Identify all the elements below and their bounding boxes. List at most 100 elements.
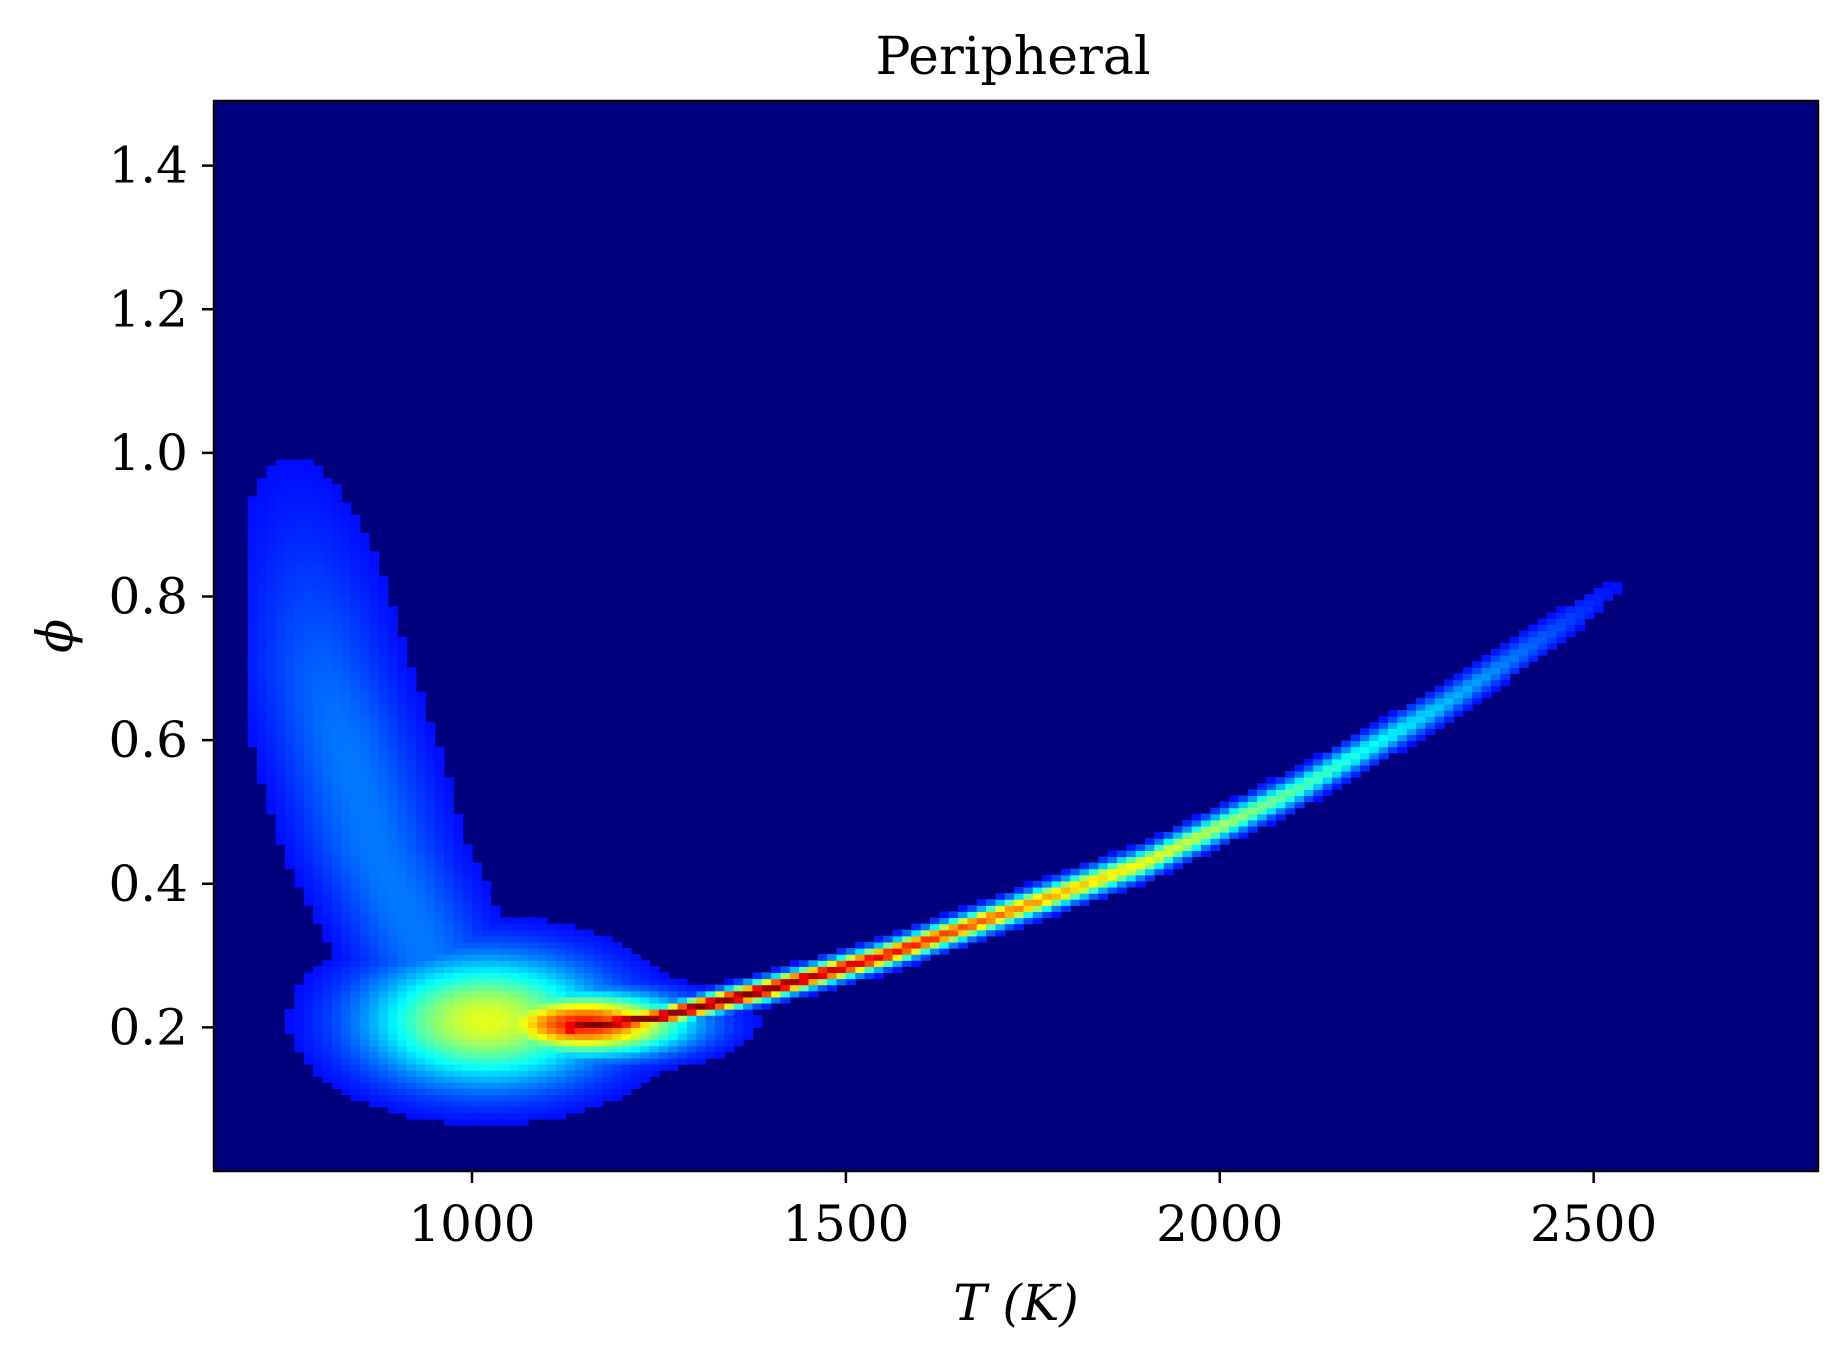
- heatmap-cell: [387, 679, 398, 687]
- heatmap-cell: [397, 642, 408, 650]
- heatmap-cell: [453, 905, 464, 912]
- heatmap-cell: [266, 758, 277, 766]
- heatmap-cell: [387, 905, 398, 912]
- heatmap-cell: [443, 862, 454, 870]
- heatmap-cell: [976, 929, 987, 937]
- heatmap-cell: [817, 954, 828, 961]
- heatmap-cell: [453, 874, 464, 882]
- heatmap-cell: [275, 691, 286, 699]
- heatmap-cell: [406, 935, 417, 943]
- heatmap-cell: [668, 1051, 679, 1059]
- heatmap-cell: [481, 935, 492, 943]
- heatmap-cell: [565, 1039, 576, 1047]
- heatmap-cell: [602, 1021, 613, 1028]
- heatmap-cell: [546, 1070, 557, 1077]
- heatmap-cell: [397, 825, 408, 833]
- heatmap-cell: [724, 996, 735, 1004]
- heatmap-cell: [406, 673, 417, 681]
- heatmap-cell: [359, 612, 370, 619]
- heatmap-cell: [415, 752, 426, 760]
- heatmap-cell: [322, 685, 333, 693]
- heatmap-cell: [1546, 612, 1557, 619]
- heatmap-cell: [378, 722, 389, 729]
- heatmap-cell: [630, 1082, 641, 1090]
- heatmap-cell: [1173, 844, 1183, 851]
- heatmap-cell: [518, 1094, 529, 1102]
- heatmap-cell: [275, 618, 286, 626]
- heatmap-cell: [677, 1021, 688, 1028]
- heatmap-cell: [715, 1051, 725, 1059]
- heatmap-cell: [490, 1106, 501, 1114]
- heatmap-cell: [341, 691, 352, 699]
- heatmap-cell: [331, 771, 342, 778]
- heatmap-cell: [1219, 832, 1230, 839]
- heatmap-cell: [443, 917, 454, 925]
- heatmap-cell: [434, 862, 445, 870]
- heatmap-cell: [406, 752, 417, 760]
- heatmap-cell: [668, 1057, 679, 1065]
- heatmap-cell: [471, 893, 482, 900]
- heatmap-cell: [341, 716, 352, 723]
- heatmap-cell: [425, 783, 436, 790]
- heatmap-cell: [462, 868, 473, 876]
- heatmap-cell: [434, 966, 445, 974]
- heatmap-cell: [556, 923, 567, 931]
- heatmap-cell: [621, 1015, 632, 1022]
- heatmap-cell: [275, 563, 286, 571]
- heatmap-cell: [266, 764, 277, 772]
- heatmap-cell: [528, 935, 539, 943]
- heatmap-cell: [322, 1076, 333, 1083]
- heatmap-cell: [490, 1027, 501, 1035]
- heatmap-cell: [1201, 850, 1212, 858]
- heatmap-cell: [397, 1051, 408, 1059]
- heatmap-cell: [593, 1070, 604, 1077]
- heatmap-cell: [1322, 771, 1333, 778]
- heatmap-cell: [341, 1045, 352, 1053]
- heatmap-cell: [443, 819, 454, 827]
- heatmap-cell: [443, 844, 454, 851]
- heatmap-cell: [285, 795, 295, 803]
- heatmap-cell: [266, 600, 277, 607]
- heatmap-cell: [387, 844, 398, 851]
- heatmap-cell: [1285, 795, 1296, 803]
- heatmap-cell: [285, 618, 295, 626]
- heatmap-cell: [1116, 856, 1127, 864]
- heatmap-cell: [285, 807, 295, 815]
- heatmap-cell: [425, 941, 436, 949]
- heatmap-cell: [247, 569, 258, 577]
- heatmap-cell: [313, 514, 324, 522]
- heatmap-cell: [378, 880, 389, 888]
- heatmap-cell: [434, 948, 445, 955]
- heatmap-cell: [1434, 716, 1445, 723]
- heatmap-cell: [453, 880, 464, 888]
- heatmap-cell: [761, 996, 772, 1004]
- heatmap-cell: [546, 1033, 557, 1041]
- heatmap-cell: [322, 1064, 333, 1071]
- heatmap-cell: [546, 923, 557, 931]
- heatmap-cell: [285, 526, 295, 534]
- heatmap-cell: [1042, 880, 1053, 888]
- heatmap-cell: [359, 661, 370, 668]
- heatmap-cell: [378, 661, 389, 668]
- heatmap-cell: [490, 1088, 501, 1096]
- heatmap-cell: [1425, 728, 1436, 735]
- heatmap-cell: [1416, 728, 1427, 735]
- heatmap-cell: [313, 893, 324, 900]
- heatmap-cell: [294, 563, 305, 571]
- heatmap-cell: [509, 978, 520, 986]
- heatmap-cell: [434, 819, 445, 827]
- heatmap-cell: [359, 581, 370, 589]
- heatmap-cell: [453, 935, 464, 943]
- heatmap-cell: [471, 1009, 482, 1016]
- heatmap-cell: [313, 624, 324, 632]
- heatmap-cell: [369, 636, 380, 644]
- heatmap-cell: [313, 593, 324, 601]
- heatmap-cell: [462, 1106, 473, 1114]
- heatmap-cell: [359, 1021, 370, 1028]
- heatmap-cell: [574, 966, 585, 974]
- heatmap-cell: [266, 691, 277, 699]
- heatmap-cell: [285, 465, 295, 473]
- heatmap-cell: [331, 691, 342, 699]
- heatmap-cell: [1163, 838, 1174, 845]
- heatmap-cell: [789, 960, 800, 967]
